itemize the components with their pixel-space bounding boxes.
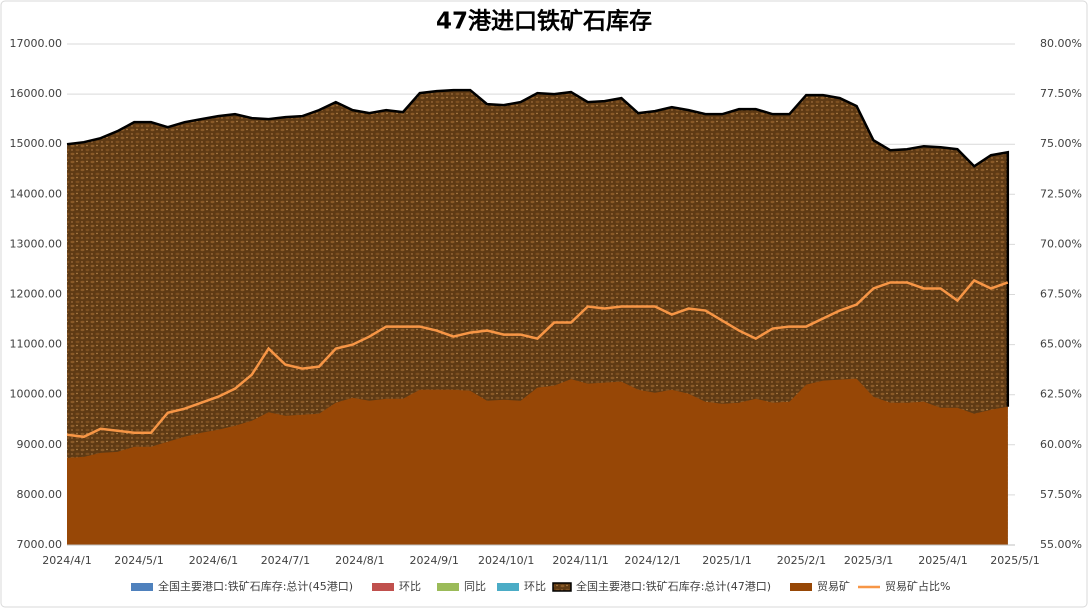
x-tick-label: 2024/11/1 <box>552 554 608 567</box>
x-tick-label: 2024/12/1 <box>624 554 680 567</box>
y2-tick-label: 77.50% <box>1040 87 1082 100</box>
y-tick-label: 17000.00 <box>10 37 63 50</box>
y-tick-label: 9000.00 <box>17 438 63 451</box>
y2-tick-label: 55.00% <box>1040 538 1082 551</box>
y-tick-label: 16000.00 <box>10 87 63 100</box>
legend-label: 环比 <box>399 580 421 593</box>
x-tick-label: 2024/6/1 <box>189 554 238 567</box>
legend-marker <box>372 583 394 591</box>
legend-marker <box>131 583 153 591</box>
legend-label: 环比 <box>524 580 546 593</box>
y2-tick-label: 62.50% <box>1040 388 1082 401</box>
x-tick-label: 2024/7/1 <box>261 554 310 567</box>
y-tick-label: 12000.00 <box>10 288 63 301</box>
x-tick-label: 2024/10/1 <box>478 554 534 567</box>
total-outline <box>66 88 1010 407</box>
legend-label: 贸易矿 <box>817 580 850 593</box>
x-tick-label: 2025/2/1 <box>777 554 826 567</box>
y-tick-label: 8000.00 <box>17 488 63 501</box>
legend-label: 贸易矿占比% <box>885 579 950 593</box>
y-tick-label: 13000.00 <box>10 237 63 250</box>
x-tick-label: 2025/4/1 <box>918 554 967 567</box>
y-tick-label: 7000.00 <box>17 538 63 551</box>
y2-tick-label: 72.50% <box>1040 187 1082 200</box>
ratio-line <box>66 278 1009 439</box>
legend-marker <box>437 583 459 591</box>
x-tick-label: 2024/8/1 <box>335 554 384 567</box>
x-tick-label: 2025/3/1 <box>844 554 893 567</box>
y2-tick-label: 60.00% <box>1040 438 1082 451</box>
trade-area <box>67 378 1008 545</box>
legend-label: 全国主要港口:铁矿石库存:总计(45港口) <box>158 579 353 593</box>
y2-tick-label: 67.50% <box>1040 288 1082 301</box>
x-tick-label: 2024/5/1 <box>114 554 163 567</box>
legend-label: 全国主要港口:铁矿石库存:总计(47港口) <box>576 579 771 593</box>
y2-tick-label: 75.00% <box>1040 137 1082 150</box>
x-tick-label: 2025/5/1 <box>990 554 1039 567</box>
legend-label: 同比 <box>464 580 486 593</box>
y2-tick-label: 65.00% <box>1040 338 1082 351</box>
x-tick-label: 2025/1/1 <box>702 554 751 567</box>
legend-marker <box>790 583 812 591</box>
legend-marker <box>552 582 572 592</box>
y2-tick-label: 57.50% <box>1040 488 1082 501</box>
y2-tick-label: 70.00% <box>1040 237 1082 250</box>
chart-title: 47港进口铁矿石库存 <box>436 8 652 35</box>
y-tick-label: 11000.00 <box>10 338 63 351</box>
legend-marker <box>497 583 519 591</box>
x-tick-label: 2024/4/1 <box>42 554 91 567</box>
y-tick-label: 15000.00 <box>10 137 63 150</box>
y-tick-label: 10000.00 <box>10 388 63 401</box>
y2-tick-label: 80.00% <box>1040 37 1082 50</box>
x-tick-label: 2024/9/1 <box>409 554 458 567</box>
y-tick-label: 14000.00 <box>10 187 63 200</box>
